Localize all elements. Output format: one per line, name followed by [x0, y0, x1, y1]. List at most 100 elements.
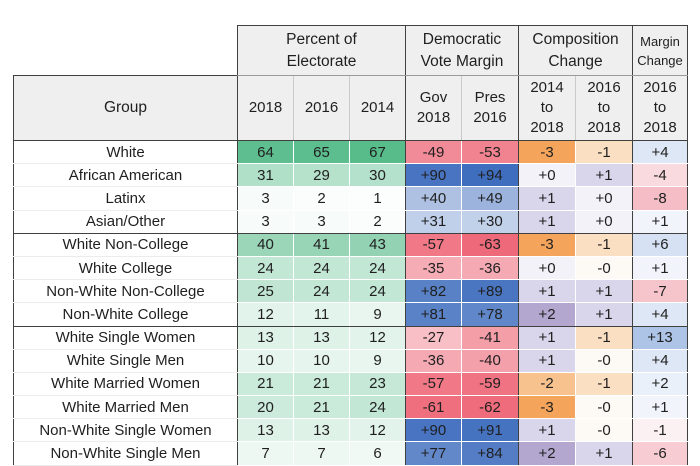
- comp-change-2016-cell: +1: [575, 441, 633, 466]
- gov-margin-cell: +40: [405, 186, 462, 211]
- pct-2018-cell: 64: [237, 140, 294, 165]
- margin-change-cell: -8: [632, 186, 688, 211]
- pct-2018-cell: 24: [237, 256, 294, 281]
- pres-margin-cell: -40: [461, 349, 519, 373]
- col-group-percent-of-electorate: Percent of Electorate: [237, 25, 406, 76]
- pct-2014-cell: 1: [349, 186, 406, 211]
- margin-change-cell: +1: [632, 210, 688, 234]
- comp-change-2016-cell: -0: [575, 256, 633, 281]
- group-label-cell: White Single Men: [13, 349, 238, 373]
- comp-change-2014-cell: +1: [518, 279, 576, 304]
- pres-margin-cell: -53: [461, 140, 519, 165]
- pct-2016-cell: 41: [293, 233, 350, 257]
- table-row: African American 31 29 30 +90 +94 +0 +1 -4: [13, 163, 688, 188]
- table-row: Asian/Other 3 3 2 +31 +30 +1 +0 +1: [13, 210, 688, 234]
- comp-change-2014-cell: +0: [518, 256, 576, 281]
- comp-change-2016-cell: +1: [575, 302, 633, 327]
- pres-margin-cell: +49: [461, 186, 519, 211]
- pres-margin-cell: +78: [461, 302, 519, 327]
- pct-2018-cell: 7: [237, 441, 294, 466]
- group-label-cell: African American: [13, 163, 238, 188]
- group-label-cell: Asian/Other: [13, 210, 238, 234]
- comp-change-2014-cell: -3: [518, 233, 576, 257]
- table-row: Non-White College 12 11 9 +81 +78 +2 +1 +4: [13, 302, 688, 327]
- gov-margin-cell: +90: [405, 418, 462, 443]
- pct-2018-cell: 25: [237, 279, 294, 304]
- comp-change-2014-cell: +0: [518, 163, 576, 188]
- pct-2018-cell: 3: [237, 210, 294, 234]
- margin-change-cell: -1: [632, 418, 688, 443]
- group-label-cell: Latinx: [13, 186, 238, 211]
- comp-change-2014-cell: -2: [518, 372, 576, 397]
- pct-2016-cell: 13: [293, 326, 350, 350]
- pct-2016-cell: 3: [293, 210, 350, 234]
- header-spacer: [13, 25, 238, 76]
- pct-2018-cell: 13: [237, 326, 294, 350]
- table-row: White Non-College 40 41 43 -57 -63 -3 -1 +6: [13, 233, 688, 257]
- comp-change-2016-cell: -0: [575, 395, 633, 420]
- pct-2016-cell: 7: [293, 441, 350, 466]
- comp-change-2016-cell: +1: [575, 279, 633, 304]
- comp-change-2016-cell: +0: [575, 210, 633, 234]
- pct-2018-cell: 40: [237, 233, 294, 257]
- pct-2014-cell: 24: [349, 256, 406, 281]
- margin-change-cell: -4: [632, 163, 688, 188]
- pct-2016-cell: 21: [293, 372, 350, 397]
- comp-change-2016-cell: +0: [575, 186, 633, 211]
- table-row: White College 24 24 24 -35 -36 +0 -0 +1: [13, 256, 688, 281]
- pct-2018-cell: 21: [237, 372, 294, 397]
- comp-change-2014-cell: +1: [518, 326, 576, 350]
- pct-2016-cell: 65: [293, 140, 350, 165]
- group-label-cell: White Single Women: [13, 326, 238, 350]
- pct-2014-cell: 24: [349, 279, 406, 304]
- pct-2014-cell: 24: [349, 395, 406, 420]
- group-label-cell: White: [13, 140, 238, 165]
- pct-2016-cell: 29: [293, 163, 350, 188]
- pres-margin-cell: -41: [461, 326, 519, 350]
- comp-change-2014-cell: +1: [518, 210, 576, 234]
- comp-change-2016-cell: -1: [575, 372, 633, 397]
- table-row: White Single Women 13 13 12 -27 -41 +1 -1 +13: [13, 326, 688, 350]
- data-table: Percent of Electorate Democratic Vote Ma…: [13, 25, 688, 466]
- pres-margin-cell: +91: [461, 418, 519, 443]
- demographics-heatmap-table: Percent of Electorate Democratic Vote Ma…: [13, 25, 688, 466]
- pct-2018-cell: 10: [237, 349, 294, 373]
- comp-change-2014-cell: +2: [518, 302, 576, 327]
- pct-2014-cell: 30: [349, 163, 406, 188]
- pct-2016-cell: 13: [293, 418, 350, 443]
- table-row: White Single Men 10 10 9 -36 -40 +1 -0 +4: [13, 349, 688, 373]
- comp-change-2016-cell: -0: [575, 349, 633, 373]
- gov-margin-cell: +82: [405, 279, 462, 304]
- margin-change-cell: +4: [632, 140, 688, 165]
- group-label-cell: Non-White Non-College: [13, 279, 238, 304]
- pct-2014-cell: 12: [349, 326, 406, 350]
- table-row: Non-White Single Men 7 7 6 +77 +84 +2 +1 -6: [13, 441, 688, 466]
- margin-change-cell: -7: [632, 279, 688, 304]
- pres-margin-cell: -63: [461, 233, 519, 257]
- col-header-group: Group: [13, 75, 238, 141]
- pct-2018-cell: 20: [237, 395, 294, 420]
- pct-2014-cell: 9: [349, 349, 406, 373]
- pct-2014-cell: 6: [349, 441, 406, 466]
- pct-2018-cell: 3: [237, 186, 294, 211]
- gov-margin-cell: -57: [405, 233, 462, 257]
- pct-2016-cell: 2: [293, 186, 350, 211]
- col-group-margin-change: Margin Change: [632, 25, 688, 76]
- pres-margin-cell: -59: [461, 372, 519, 397]
- gov-margin-cell: -27: [405, 326, 462, 350]
- pct-2016-cell: 24: [293, 279, 350, 304]
- pres-margin-cell: +84: [461, 441, 519, 466]
- pres-margin-cell: -36: [461, 256, 519, 281]
- comp-change-2014-cell: +1: [518, 186, 576, 211]
- column-group-header-row: Percent of Electorate Democratic Vote Ma…: [13, 25, 688, 76]
- comp-change-2014-cell: +1: [518, 349, 576, 373]
- table-row: Non-White Non-College 25 24 24 +82 +89 +1 +1 -7: [13, 279, 688, 304]
- table-row: White Married Men 20 21 24 -61 -62 -3 -0 +1: [13, 395, 688, 420]
- gov-margin-cell: -49: [405, 140, 462, 165]
- table-row: Non-White Single Women 13 13 12 +90 +91 +1 -0 -1: [13, 418, 688, 443]
- comp-change-2016-cell: +1: [575, 163, 633, 188]
- table-row: White 64 65 67 -49 -53 -3 -1 +4: [13, 140, 688, 165]
- group-label-cell: White Married Men: [13, 395, 238, 420]
- col-header-mc-2016-2018: 2016 to 2018: [632, 75, 688, 141]
